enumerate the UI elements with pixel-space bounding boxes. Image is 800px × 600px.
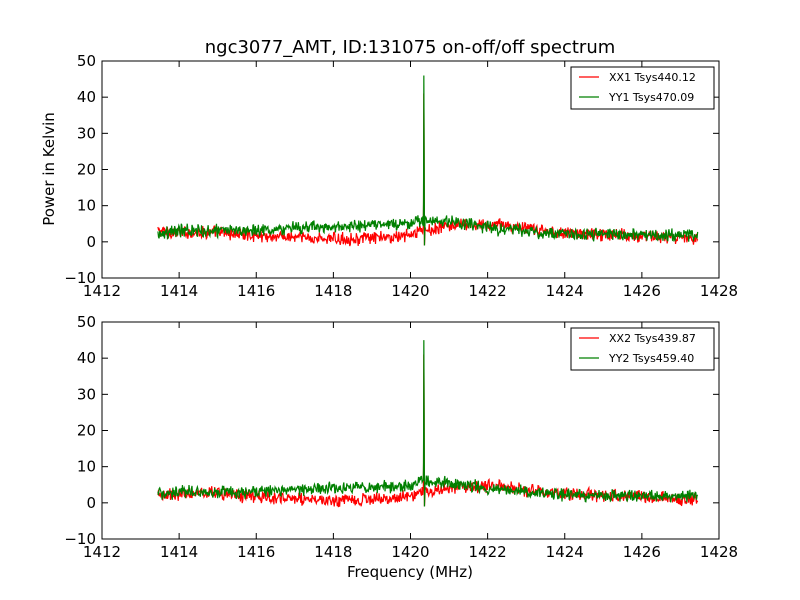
y-tick-label: 20 (77, 161, 96, 179)
x-axis-label: Frequency (MHz) (347, 563, 473, 581)
y-tick-label: −10 (64, 530, 96, 548)
y-tick-label: 0 (86, 233, 96, 251)
y-tick-label: 30 (77, 385, 96, 403)
y-tick-label: 0 (86, 494, 96, 512)
y-tick-label: 10 (77, 458, 96, 476)
top-spectrum-panel: 1412 1414 1416 1418 1420 1422 1424 1426 1428 −10 0… (64, 52, 738, 300)
x-tick-label: 1418 (314, 282, 352, 300)
x-tick-label: 1416 (237, 282, 275, 300)
x-tick-label: 1428 (700, 282, 738, 300)
y-tick-label: 40 (77, 88, 96, 106)
y-tick-label: 40 (77, 349, 96, 367)
x-tick-label: 1426 (623, 543, 661, 561)
legend-box (570, 66, 715, 110)
legend-label: XX2 Tsys439.87 (609, 332, 696, 345)
y-tick-label: 50 (77, 52, 96, 70)
legend-label: XX1 Tsys440.12 (609, 71, 696, 84)
y-tick-label: 10 (77, 197, 96, 215)
x-tick-label: 1424 (546, 282, 584, 300)
legend: XX1 Tsys440.12 YY1 Tsys470.09 (570, 66, 715, 110)
x-tick-label: 1420 (391, 543, 429, 561)
series-line (157, 75, 699, 246)
y-tick-label: −10 (64, 269, 96, 287)
x-tick-label: 1416 (237, 543, 275, 561)
figure-title: ngc3077_AMT, ID:131075 on-off/off spectr… (205, 37, 616, 58)
x-tick-label: 1424 (546, 543, 584, 561)
y-axis-label: Power in Kelvin (40, 112, 58, 226)
x-tick-label: 1414 (160, 282, 198, 300)
x-tick-label: 1420 (391, 282, 429, 300)
x-tick-label: 1428 (700, 543, 738, 561)
legend-label: YY2 Tsys459.40 (608, 352, 694, 365)
series-line (157, 340, 699, 507)
x-tick-label: 1426 (623, 282, 661, 300)
legend-label: YY1 Tsys470.09 (608, 91, 694, 104)
x-tick-label: 1422 (469, 543, 507, 561)
x-tick-label: 1418 (314, 543, 352, 561)
y-tick-label: 30 (77, 124, 96, 142)
legend: XX2 Tsys439.87 YY2 Tsys459.40 (570, 327, 715, 371)
x-tick-label: 1414 (160, 543, 198, 561)
legend-box (570, 327, 715, 371)
bottom-spectrum-panel: 1412 1414 1416 1418 1420 1422 1424 1426 1428 −10 0… (64, 313, 738, 561)
y-tick-label: 50 (77, 313, 96, 331)
x-tick-label: 1422 (469, 282, 507, 300)
x-tick-label: 1412 (83, 282, 121, 300)
x-tick-label: 1412 (83, 543, 121, 561)
y-tick-label: 20 (77, 422, 96, 440)
